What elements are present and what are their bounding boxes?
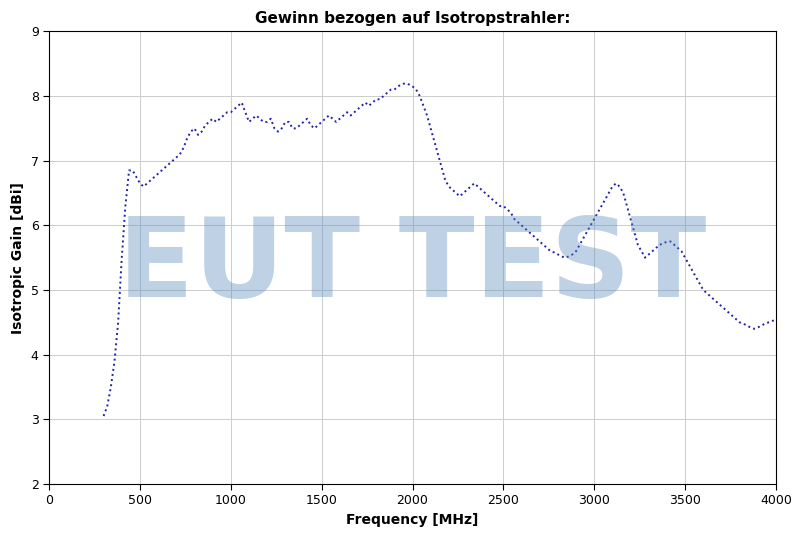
Title: Gewinn bezogen auf Isotropstrahler:: Gewinn bezogen auf Isotropstrahler: [254, 11, 569, 26]
Y-axis label: Isotropic Gain [dBi]: Isotropic Gain [dBi] [11, 182, 25, 334]
Text: EUT TEST: EUT TEST [118, 213, 706, 320]
X-axis label: Frequency [MHz]: Frequency [MHz] [346, 513, 478, 527]
